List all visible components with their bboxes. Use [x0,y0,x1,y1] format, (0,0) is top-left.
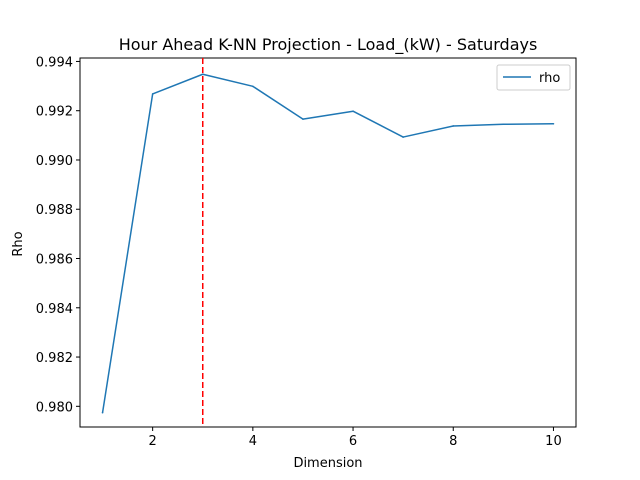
plot-area: 2 4 6 8 10 0.980 0.982 0.984 0.986 0.988 0.990 0.99… [36,55,577,449]
y-tick-label: 0.986 [36,253,73,268]
x-tick-label: 8 [449,434,457,449]
y-tick-label: 0.980 [36,400,73,415]
x-axis-label: Dimension [293,456,362,471]
y-tick-label: 0.988 [36,203,73,218]
y-tick-label: 0.982 [36,351,73,366]
chart-title: Hour Ahead K-NN Projection - Load_(kW) -… [119,35,538,55]
y-tick-label: 0.994 [36,55,73,70]
x-tick-label: 10 [545,434,562,449]
data-point [302,118,304,120]
x-tick-label: 2 [149,434,157,449]
legend-box [496,64,571,91]
x-tick-label: 4 [249,434,257,449]
y-tick-label: 0.990 [36,154,73,169]
legend: rho [496,64,571,91]
data-point [402,136,404,138]
series-line-rho [101,73,554,413]
data-point [201,73,204,76]
y-tick-label: 0.984 [36,302,73,317]
data-point [552,122,555,125]
x-tick-label: 6 [349,434,357,449]
axes-frame [79,57,577,428]
data-point [252,85,254,88]
data-point [151,93,154,95]
data-point [352,110,354,113]
y-tick-label: 0.992 [36,105,73,120]
data-point [101,411,104,414]
data-point [452,125,455,127]
y-axis-label: Rho [11,231,26,256]
legend-label-rho: rho [539,71,560,86]
data-point [502,123,505,126]
